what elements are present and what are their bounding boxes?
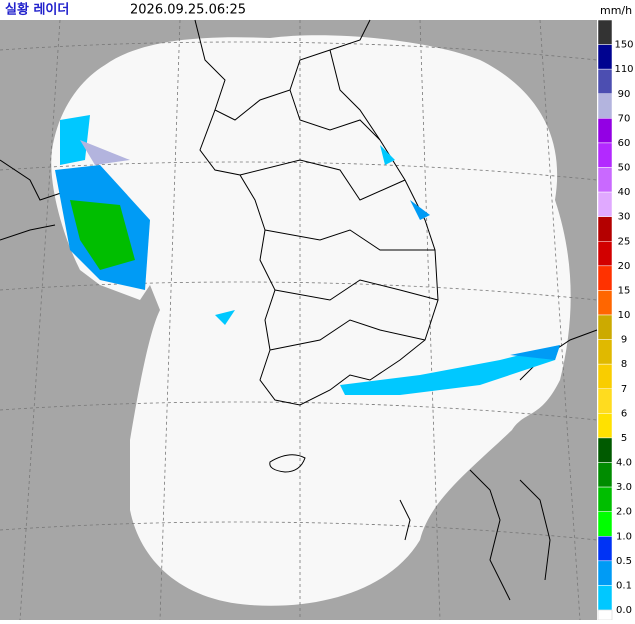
legend-swatch	[597, 585, 613, 611]
legend-swatch	[597, 511, 613, 537]
unit-label: mm/h	[600, 4, 632, 17]
legend-swatch	[597, 388, 613, 414]
legend-label: 7	[621, 384, 627, 395]
legend-label: 30	[618, 212, 631, 223]
legend-swatch	[597, 142, 613, 168]
legend-swatch	[597, 191, 613, 217]
radar-coverage	[51, 35, 571, 606]
timestamp: 2026.09.25.06:25	[130, 3, 246, 18]
precipitation	[55, 115, 560, 395]
legend-label: 0.1	[616, 580, 632, 591]
legend-label: 6	[621, 408, 627, 419]
map	[0, 19, 598, 621]
legend-label: 0.5	[616, 556, 632, 567]
legend-label: 150	[614, 40, 633, 51]
legend-swatch	[597, 216, 613, 242]
legend-swatch	[597, 241, 613, 267]
legend-label: 60	[618, 138, 631, 149]
legend-label: 9	[621, 335, 627, 346]
legend-label: 1.0	[616, 531, 632, 542]
legend-label: 50	[618, 163, 631, 174]
legend-label: 10	[618, 310, 631, 321]
legend-swatch	[597, 413, 613, 439]
legend-swatch	[597, 93, 613, 119]
legend-swatch	[597, 486, 613, 512]
legend-label: 70	[618, 113, 631, 124]
legend-swatch	[597, 339, 613, 365]
legend-swatch	[597, 290, 613, 316]
legend-swatch	[597, 19, 613, 45]
legend-swatch	[597, 167, 613, 193]
legend-swatch	[597, 437, 613, 463]
legend-label: 90	[618, 89, 631, 100]
legend-swatch-zero	[597, 609, 613, 621]
legend-swatch	[597, 265, 613, 291]
legend-swatch	[597, 560, 613, 586]
legend-label: 4.0	[616, 458, 632, 469]
legend-swatch	[597, 44, 613, 70]
legend-swatch	[597, 363, 613, 389]
legend-label: 2.0	[616, 507, 632, 518]
legend-label: 15	[618, 285, 631, 296]
page-title: 실황 레이더	[5, 2, 69, 18]
legend-label: 20	[618, 261, 631, 272]
header-bar	[0, 0, 635, 20]
grid-lines	[0, 19, 598, 621]
legend-swatch	[597, 68, 613, 94]
legend: 150 110 90 70 60 50 40 30 25 20 15 10 9 8 7 6 5 4.0 3.0 2.0…	[597, 19, 634, 621]
legend-label: 25	[618, 236, 631, 247]
legend-swatch	[597, 118, 613, 144]
legend-label: 5	[621, 433, 627, 444]
coastlines	[0, 19, 598, 601]
legend-label: 8	[621, 359, 627, 370]
legend-label: 110	[614, 64, 633, 75]
legend-label: 40	[618, 187, 631, 198]
legend-swatch	[597, 536, 613, 562]
legend-label: 0.0	[616, 605, 632, 616]
legend-swatch	[597, 462, 613, 488]
legend-swatch	[597, 314, 613, 340]
legend-label: 3.0	[616, 482, 632, 493]
